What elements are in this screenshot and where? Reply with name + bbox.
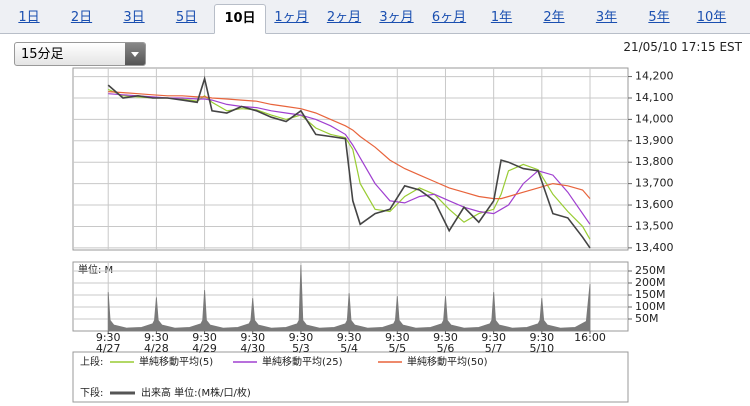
y-tick-label: 150M — [635, 288, 666, 301]
legend-lower-label: 下段: — [80, 386, 103, 399]
y-tick-label: 14,100 — [635, 91, 674, 104]
y-tick-label: 250M — [635, 264, 666, 277]
x-tick-label: 9:30 — [192, 331, 217, 344]
legend-upper-label: 上段: — [80, 355, 103, 368]
tab-bar: 1日 2日 3日 5日 10日 1ヶ月 2ヶ月 3ヶ月 6ヶ月 1年 2年 3年 5年 10年 — [0, 0, 750, 34]
y-tick-label: 13,500 — [635, 219, 674, 232]
volume-unit: 単位: M — [78, 263, 113, 276]
legend-box — [72, 351, 629, 403]
x-tick-label: 9:30 — [289, 331, 314, 344]
y-tick-label: 13,800 — [635, 155, 674, 168]
tab[interactable]: 10年 — [696, 10, 727, 25]
x-tick-label: 9:30 — [240, 331, 265, 344]
dropdown-arrow[interactable] — [125, 43, 145, 65]
y-tick-label: 13,900 — [635, 134, 674, 147]
ma-line — [107, 88, 591, 240]
volume-area — [107, 264, 591, 332]
timestamp: 21/05/10 17:15 EST — [623, 40, 742, 54]
x-tick-label: 16:00 — [574, 331, 606, 344]
x-tick-label: 9:30 — [481, 331, 506, 344]
x-tick-sublabel: 4/28 — [144, 342, 169, 355]
tab[interactable]: 1年 — [490, 10, 513, 25]
x-tick-sublabel: 5/10 — [529, 342, 554, 355]
x-tick-sublabel: 5/6 — [437, 342, 455, 355]
tab[interactable]: 2日 — [70, 10, 93, 25]
legend-label: 単純移動平均(50) — [407, 355, 488, 368]
y-tick-label: 14,000 — [635, 112, 674, 125]
tab[interactable]: 1ヶ月 — [274, 10, 309, 25]
ma-line — [108, 93, 591, 225]
tab[interactable]: 2ヶ月 — [326, 10, 362, 25]
y-tick-label: 100M — [635, 300, 666, 313]
dropdown-label: 15分足 — [21, 47, 64, 62]
x-tick-sublabel: 4/30 — [240, 342, 265, 355]
y-tick-label: 200M — [635, 276, 666, 289]
x-tick-sublabel: 5/7 — [485, 342, 503, 355]
x-tick-label: 9:30 — [144, 331, 169, 344]
volume-plot-frame — [72, 261, 629, 332]
x-tick-sublabel: 5/4 — [340, 342, 358, 355]
y-tick-label: 14,200 — [635, 70, 674, 83]
tab[interactable]: 6ヶ月 — [431, 10, 467, 25]
interval-dropdown[interactable]: 15分足 — [14, 42, 146, 66]
x-tick-label: 9:30 — [385, 331, 410, 344]
y-tick-label: 50M — [635, 312, 659, 325]
legend-label: 単純移動平均(5) — [139, 355, 213, 368]
x-tick-label: 9:30 — [96, 331, 121, 344]
tab[interactable]: 5日 — [175, 10, 198, 25]
x-tick-sublabel: 4/27 — [96, 342, 121, 355]
tab[interactable]: 10日 — [214, 4, 266, 34]
x-tick-sublabel: 5/3 — [292, 342, 310, 355]
x-tick-label: 9:30 — [337, 331, 362, 344]
legend-label: 単純移動平均(25) — [262, 355, 343, 368]
y-tick-label: 13,400 — [635, 241, 674, 254]
tab[interactable]: 2年 — [543, 10, 565, 25]
tab[interactable]: 3年 — [595, 10, 618, 25]
price-line — [107, 75, 591, 249]
tab[interactable]: 3ヶ月 — [379, 10, 414, 25]
tab[interactable]: 5年 — [648, 10, 670, 25]
legend-label: 出来高 単位:(M株/口/枚) — [141, 386, 251, 399]
x-tick-label: 9:30 — [433, 331, 458, 344]
tab[interactable]: 3日 — [123, 10, 145, 25]
x-tick-sublabel: 5/5 — [388, 342, 406, 355]
x-tick-sublabel: 4/29 — [192, 342, 217, 355]
tab[interactable]: 1日 — [18, 10, 40, 25]
ma-line — [108, 91, 591, 200]
price-plot-frame — [72, 67, 629, 251]
y-tick-label: 13,700 — [635, 177, 674, 190]
x-tick-label: 9:30 — [529, 331, 554, 344]
y-tick-label: 13,600 — [635, 198, 674, 211]
